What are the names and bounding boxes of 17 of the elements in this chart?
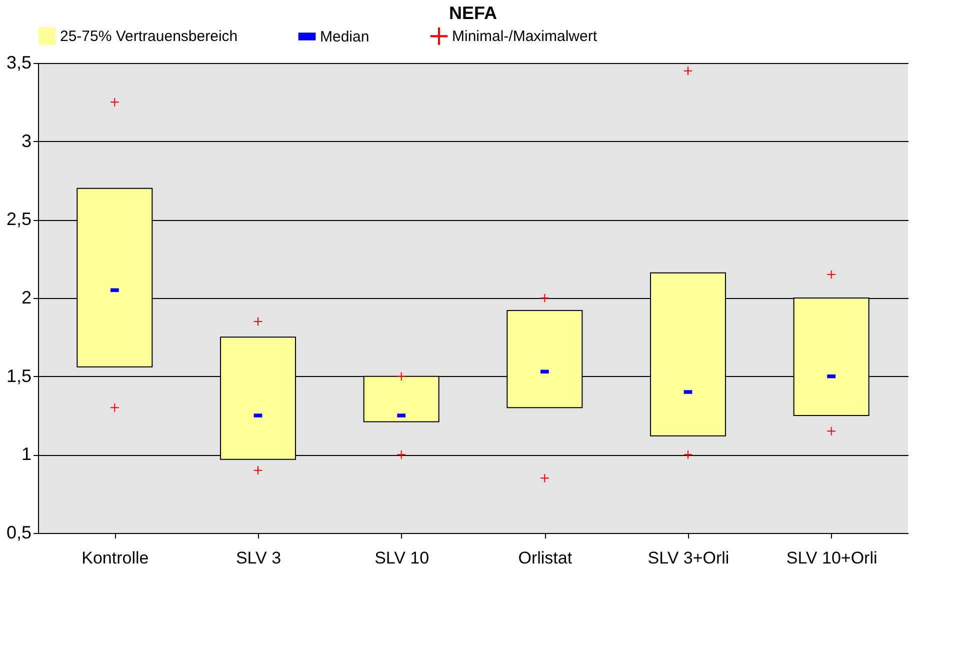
y-tick-label: 2 [21,288,32,308]
chart-title: NEFA [448,3,498,23]
x-tick-label: SLV 10 [374,548,430,568]
y-tick-label: 1,5 [6,366,32,386]
x-tick-label: Kontrolle [82,548,149,568]
x-tick-label: SLV 3+Orli [648,548,730,568]
y-tick-label: 0,5 [6,522,32,542]
y-tick-label: 2,5 [6,209,32,230]
x-tick-label: SLV 10+Orli [786,548,878,568]
legend-label: 25-75% Vertrauensbereich [60,28,238,46]
legend-label: Minimal-/Maximalwert [452,28,598,46]
y-tick-label: 3,5 [6,52,32,72]
x-tick-label: Orlistat [518,548,572,568]
y-tick-label: 1 [21,444,32,464]
y-tick-label: 3 [21,130,32,151]
legend-label: Median [320,28,370,46]
x-tick-label: SLV 3 [236,548,282,568]
